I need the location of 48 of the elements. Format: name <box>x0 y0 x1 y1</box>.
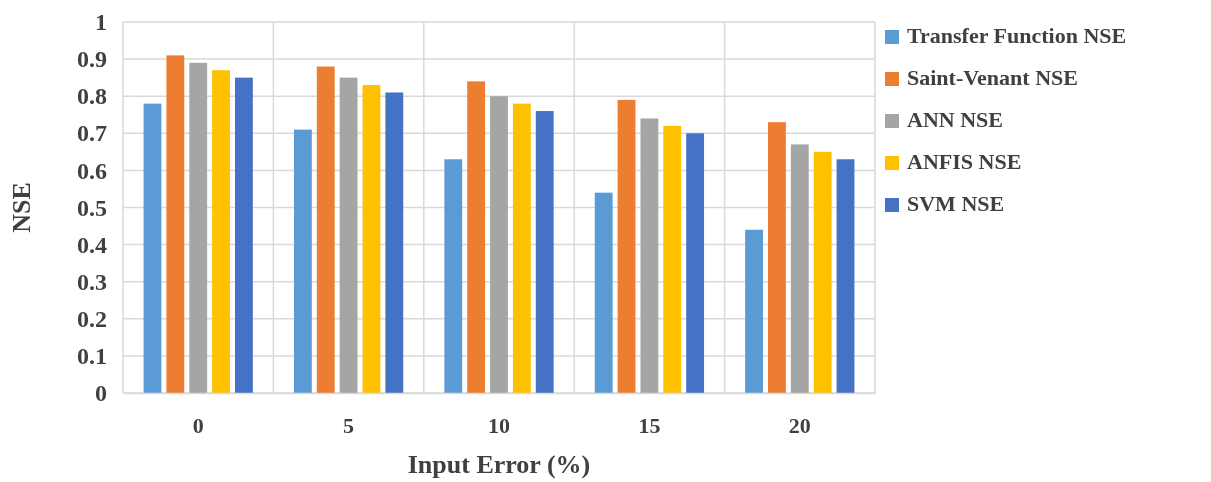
y-tick-label: 0.9 <box>77 46 107 73</box>
x-axis-title: Input Error (%) <box>407 450 591 479</box>
bar <box>617 99 636 393</box>
y-tick-label: 1 <box>95 9 107 36</box>
bar <box>512 103 531 393</box>
y-tick-label: 0.3 <box>77 268 107 295</box>
y-tick-label: 0.6 <box>77 157 107 184</box>
bar <box>467 81 486 393</box>
legend-label: Saint-Venant NSE <box>907 65 1078 90</box>
bar <box>166 55 185 393</box>
bar <box>212 70 230 393</box>
legend-label: SVM NSE <box>907 191 1005 216</box>
legend-label: Transfer Function NSE <box>907 23 1127 48</box>
y-tick-label: 0.7 <box>77 120 107 147</box>
bar <box>663 125 682 393</box>
bar <box>594 192 613 393</box>
x-tick-label: 0 <box>192 412 204 438</box>
bar <box>836 159 855 393</box>
bar <box>143 103 162 393</box>
bar <box>189 62 208 393</box>
legend-label: ANFIS NSE <box>907 149 1022 174</box>
bar <box>316 66 335 393</box>
bar <box>640 118 659 393</box>
y-axis-title: NSE <box>7 182 36 233</box>
bar <box>362 85 381 393</box>
x-tick-label: 10 <box>488 412 510 438</box>
y-tick-label: 0.8 <box>77 83 107 110</box>
bar <box>385 92 404 393</box>
y-tick-label: 0.2 <box>77 305 107 332</box>
y-tick-label: 0.4 <box>77 231 107 258</box>
bar <box>813 151 832 393</box>
bar <box>535 111 554 393</box>
bar <box>490 96 508 393</box>
y-tick-label: 0.5 <box>77 194 107 221</box>
bar <box>745 229 763 393</box>
y-tick-label: 0.1 <box>77 343 107 370</box>
x-tick-label: 20 <box>788 412 811 438</box>
bar <box>235 77 253 393</box>
legend-label: ANN NSE <box>907 107 1003 132</box>
bar <box>444 159 463 393</box>
bar <box>293 129 312 393</box>
bar <box>768 122 786 393</box>
x-tick-label: 15 <box>638 412 661 438</box>
bar <box>339 77 358 393</box>
bar <box>686 133 705 393</box>
x-tick-label: 5 <box>343 412 355 438</box>
bar <box>790 144 809 393</box>
y-tick-label: 0 <box>95 380 107 407</box>
